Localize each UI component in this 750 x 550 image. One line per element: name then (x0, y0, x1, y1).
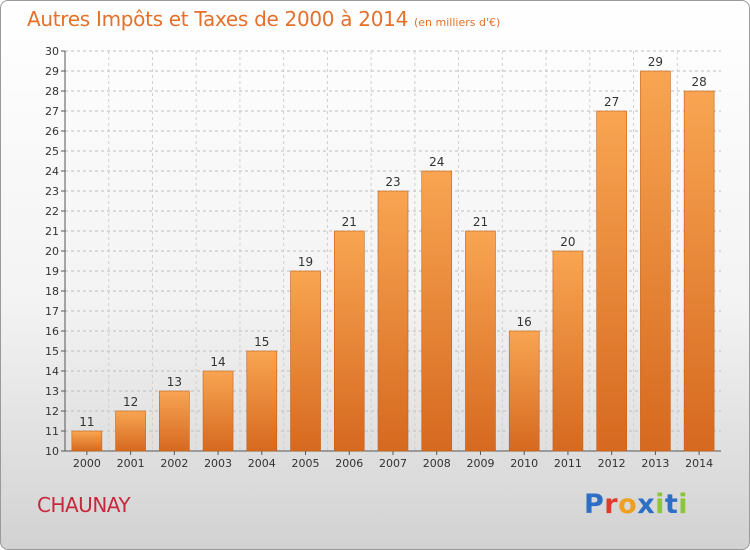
x-tick-label: 2010 (510, 457, 538, 470)
logo-letter: r (604, 489, 619, 520)
x-tick-label: 2002 (160, 457, 188, 470)
x-tick-label: 2012 (598, 457, 626, 470)
bar (508, 330, 540, 452)
bar-value-label: 21 (473, 215, 488, 229)
chart-title: Autres Impôts et Taxes de 2000 à 2014 (en… (27, 7, 500, 31)
y-tick-label: 30 (45, 45, 59, 58)
logo-letter: i (655, 489, 665, 520)
bar-value-label: 20 (560, 235, 575, 249)
y-tick-label: 12 (45, 405, 59, 418)
y-tick-label: 10 (45, 445, 59, 458)
y-tick-label: 16 (45, 325, 59, 338)
bar (465, 230, 496, 452)
x-tick-label: 2009 (466, 457, 494, 470)
bar-value-label: 24 (429, 155, 444, 169)
y-tick-label: 26 (45, 125, 59, 138)
chart-unit-label: (en milliers d'€) (414, 16, 501, 29)
bar-value-label: 21 (342, 215, 357, 229)
y-tick-label: 25 (45, 145, 59, 158)
x-tick-label: 2008 (423, 457, 451, 470)
y-tick-label: 13 (45, 385, 59, 398)
bar (333, 230, 365, 452)
logo-letter: o (618, 489, 638, 520)
y-tick-label: 27 (45, 105, 59, 118)
y-tick-label: 14 (45, 365, 59, 378)
y-tick-label: 24 (45, 165, 59, 178)
bar (596, 110, 627, 452)
bar (290, 270, 321, 452)
bar (683, 90, 715, 452)
bar-value-label: 15 (254, 335, 269, 349)
bar-value-label: 29 (648, 55, 663, 69)
y-tick-label: 29 (45, 65, 59, 78)
bar (640, 70, 671, 452)
bar (421, 170, 453, 452)
bar (552, 250, 584, 452)
y-tick-label: 11 (45, 425, 59, 438)
y-tick-label: 20 (45, 245, 59, 258)
bar-value-label: 19 (298, 255, 313, 269)
x-tick-label: 2001 (117, 457, 145, 470)
bar-value-label: 14 (210, 355, 225, 369)
x-tick-label: 2014 (685, 457, 713, 470)
x-tick-label: 2011 (554, 457, 582, 470)
logo-letter: x (637, 489, 656, 520)
y-tick-label: 15 (45, 345, 59, 358)
bar-value-label: 11 (79, 415, 94, 429)
x-tick-label: 2007 (379, 457, 407, 470)
logo-letter: t (664, 489, 679, 520)
bar-value-label: 23 (385, 175, 400, 189)
bar (246, 350, 278, 452)
bar (159, 390, 190, 452)
bar-value-label: 16 (517, 315, 532, 329)
proxiti-logo: Proxiti (584, 489, 688, 520)
value-labels: 11 12 13 14 15 19 21 23 24 21 16 20 27 29 28 (79, 55, 707, 429)
x-tick-label: 2003 (204, 457, 232, 470)
y-tick-label: 19 (45, 265, 59, 278)
bar-value-label: 13 (167, 375, 182, 389)
logo-letter: i (678, 489, 689, 520)
x-tick-label: 2005 (292, 457, 320, 470)
y-tick-label: 17 (45, 305, 59, 318)
bar-value-label: 27 (604, 95, 619, 109)
bar (115, 410, 146, 452)
chart-title-text: Autres Impôts et Taxes de 2000 à 2014 (27, 7, 408, 31)
y-tick-label: 22 (45, 205, 59, 218)
bar (71, 430, 103, 452)
y-tick-label: 21 (45, 225, 59, 238)
x-tick-label: 2006 (335, 457, 363, 470)
bars (71, 70, 715, 452)
y-tick-label: 23 (45, 185, 59, 198)
bar-value-label: 28 (691, 75, 706, 89)
x-tick-label: 2013 (641, 457, 669, 470)
bar-value-label: 12 (123, 395, 138, 409)
y-tick-label: 28 (45, 85, 59, 98)
y-tick-label: 18 (45, 285, 59, 298)
bar (202, 370, 234, 452)
bar (377, 190, 409, 452)
axes: 10 11 12 13 14 15 16 17 18 19 20 21 22 23 24 25 26 27 28 29… (45, 45, 721, 470)
x-tick-label: 2000 (73, 457, 101, 470)
x-tick-label: 2004 (248, 457, 276, 470)
logo-letter: P (584, 489, 605, 520)
town-name: CHAUNAY (37, 493, 131, 517)
